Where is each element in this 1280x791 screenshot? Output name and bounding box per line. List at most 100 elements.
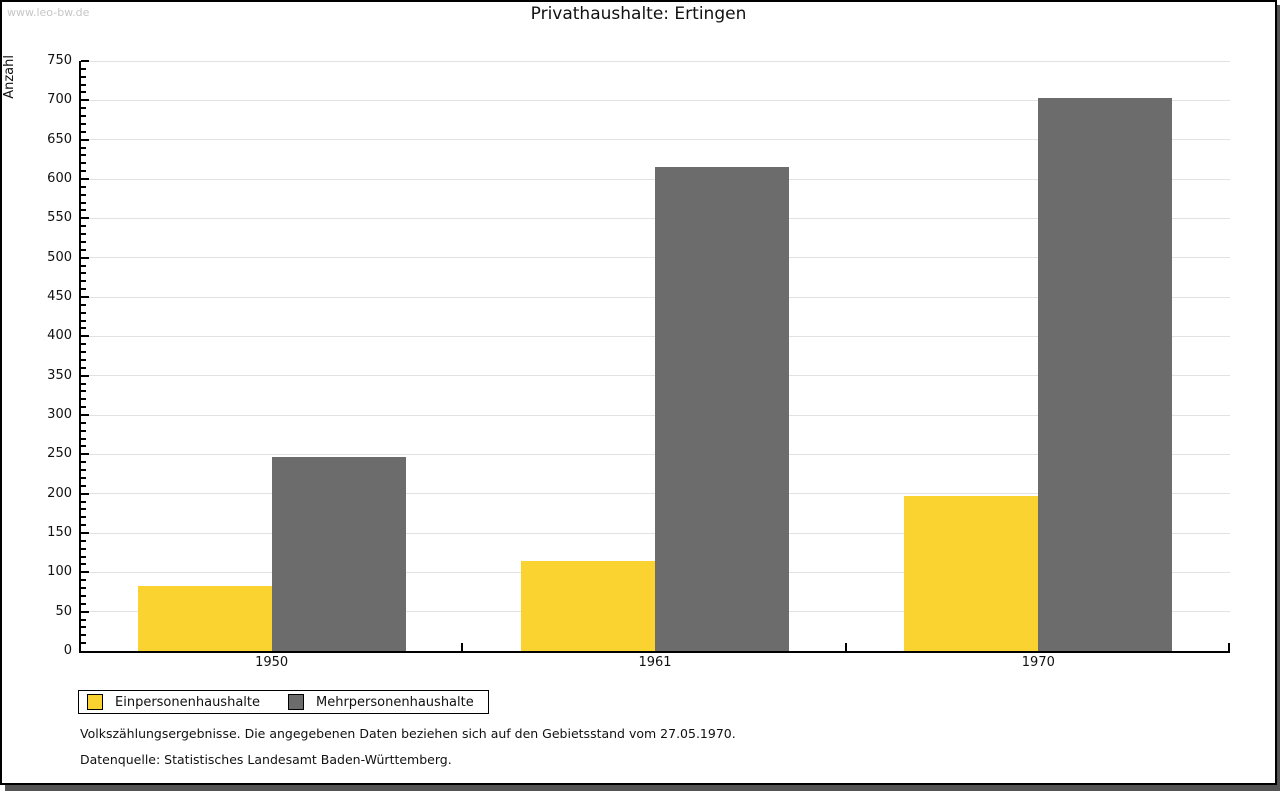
legend-swatch-yellow-icon: [87, 694, 103, 710]
y-major-tick: [81, 217, 89, 220]
y-minor-tick: [81, 122, 86, 125]
y-tick-label: 200: [47, 485, 72, 501]
y-tick-label: 100: [47, 564, 72, 580]
drop-shadow-right: [1277, 5, 1280, 791]
y-minor-tick: [81, 193, 86, 196]
x-group-tick: [461, 643, 464, 651]
x-group-tick: [844, 643, 847, 651]
y-minor-tick: [81, 319, 86, 322]
y-minor-tick: [81, 358, 86, 361]
y-major-tick: [81, 414, 89, 416]
y-minor-tick: [81, 327, 86, 330]
y-minor-tick: [81, 311, 86, 314]
y-tick-label: 650: [47, 131, 72, 147]
y-minor-tick: [81, 634, 86, 637]
y-axis-line: [79, 61, 81, 651]
y-minor-tick: [81, 130, 86, 133]
y-tick-label: 700: [47, 92, 72, 108]
y-minor-tick: [81, 201, 86, 204]
y-minor-tick: [81, 594, 86, 597]
y-minor-tick: [81, 390, 86, 393]
y-tick-label: 450: [47, 289, 72, 304]
x-axis-line: [79, 651, 1230, 653]
y-minor-tick: [81, 626, 86, 629]
y-major-tick: [81, 138, 89, 141]
y-minor-tick: [81, 209, 86, 212]
y-major-tick: [81, 610, 89, 613]
y-minor-tick: [81, 508, 86, 511]
y-minor-tick: [81, 563, 86, 566]
y-minor-tick: [81, 170, 86, 173]
y-minor-tick: [81, 185, 86, 188]
y-tick-label: 50: [55, 603, 72, 619]
y-major-tick: [81, 453, 89, 456]
y-minor-tick: [81, 476, 86, 479]
y-major-tick: [81, 374, 89, 377]
y-minor-tick: [81, 579, 86, 582]
legend-box: Einpersonenhaushalte Mehrpersonenhaushal…: [78, 690, 489, 714]
y-tick-label: 600: [47, 171, 72, 186]
y-minor-tick: [81, 500, 86, 503]
footnote-data-source: Datenquelle: Statistisches Landesamt Bad…: [80, 752, 452, 767]
y-minor-tick: [81, 398, 86, 401]
y-minor-tick: [81, 484, 86, 487]
chart-title: Privathaushalte: Ertingen: [530, 4, 747, 24]
y-tick-label: 250: [47, 446, 72, 462]
y-major-tick: [81, 532, 89, 534]
y-minor-tick: [81, 264, 86, 267]
footnote-source-note: Volkszählungsergebnisse. Die angegebenen…: [80, 726, 736, 741]
bar-einpersonenhaushalte-1970: [904, 496, 1039, 651]
y-minor-tick: [81, 303, 86, 306]
legend-item-einpersonenhaushalte: Einpersonenhaushalte: [87, 694, 260, 710]
x-group-tick: [1228, 643, 1230, 651]
y-minor-tick: [81, 618, 86, 621]
y-major-tick: [81, 571, 89, 574]
gridline: [80, 99, 1230, 101]
y-minor-tick: [81, 272, 86, 275]
gridline: [80, 139, 1230, 141]
y-minor-tick: [81, 343, 86, 346]
y-minor-tick: [81, 421, 86, 424]
y-minor-tick: [81, 461, 86, 464]
gridline: [80, 60, 1230, 62]
y-minor-tick: [81, 555, 86, 558]
y-minor-tick: [81, 437, 86, 440]
y-minor-tick: [81, 366, 86, 369]
y-tick-label: 500: [47, 249, 72, 265]
y-major-tick: [81, 296, 89, 298]
y-minor-tick: [81, 351, 86, 354]
y-minor-tick: [81, 233, 86, 236]
y-minor-tick: [81, 539, 86, 542]
y-minor-tick: [81, 248, 86, 251]
legend-label: Mehrpersonenhaushalte: [316, 694, 474, 710]
y-tick-label: 0: [63, 643, 72, 658]
y-minor-tick: [81, 162, 86, 165]
y-minor-tick: [81, 115, 86, 118]
y-minor-tick: [81, 602, 86, 605]
y-major-tick: [81, 60, 89, 62]
bar-mehrpersonenhaushalte-1950: [271, 457, 406, 651]
y-minor-tick: [81, 83, 86, 86]
bar-mehrpersonenhaushalte-1970: [1038, 98, 1173, 651]
y-major-tick: [81, 492, 89, 495]
y-minor-tick: [81, 429, 86, 432]
y-minor-tick: [81, 91, 86, 94]
y-tick-label: 300: [47, 407, 72, 422]
y-minor-tick: [81, 547, 86, 550]
y-minor-tick: [81, 288, 86, 291]
drop-shadow-bottom: [5, 785, 1280, 791]
legend-swatch-gray-icon: [288, 694, 304, 710]
x-tick-label: 1970: [1021, 655, 1055, 670]
y-major-tick: [81, 335, 89, 338]
y-minor-tick: [81, 587, 86, 590]
y-minor-tick: [81, 382, 86, 385]
y-major-tick: [81, 99, 89, 102]
bar-einpersonenhaushalte-1950: [137, 586, 272, 651]
y-minor-tick: [81, 524, 86, 527]
y-axis-title: Anzahl: [2, 55, 17, 99]
y-minor-tick: [81, 516, 86, 519]
y-major-tick: [81, 256, 89, 259]
legend-item-mehrpersonenhaushalte: Mehrpersonenhaushalte: [288, 694, 474, 710]
